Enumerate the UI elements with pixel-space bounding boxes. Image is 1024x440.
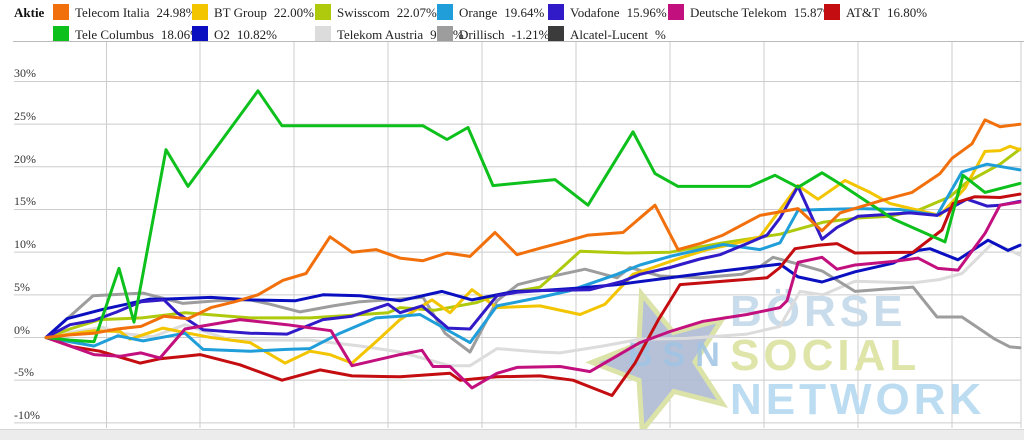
legend-label: AT&T 16.80% bbox=[846, 5, 928, 20]
series-line-att bbox=[44, 192, 1022, 397]
legend-label: Deutsche Telekom 15.87% bbox=[690, 5, 834, 20]
y-axis-label--10%: -10% bbox=[14, 407, 40, 422]
legend-swatch-telecom-italia bbox=[53, 4, 69, 20]
x-axis-strip bbox=[0, 429, 1024, 440]
legend-label: Telecom Italia 24.98% bbox=[75, 5, 197, 20]
legend-label: Tele Columbus 18.06% bbox=[75, 27, 201, 42]
bsn-star-watermark-icon bbox=[585, 287, 729, 438]
y-axis-label-5%: 5% bbox=[14, 279, 30, 294]
legend-swatch-alcatel-lucent bbox=[548, 26, 564, 42]
series-line-orange bbox=[44, 162, 1022, 353]
legend-swatch-o2 bbox=[192, 26, 208, 42]
series-lines bbox=[44, 89, 1022, 397]
y-axis-label--5%: -5% bbox=[14, 365, 34, 380]
legend-title: Aktie bbox=[14, 5, 45, 20]
legend-label: BT Group 22.00% bbox=[214, 5, 314, 20]
y-axis-label-10%: 10% bbox=[14, 237, 36, 252]
legend-swatch-drillisch bbox=[437, 26, 453, 42]
legend-label: Swisscom 22.07% bbox=[337, 5, 437, 20]
legend-swatch-telekom-austria bbox=[315, 26, 331, 42]
legend-label: Orange 19.64% bbox=[459, 5, 545, 20]
legend-swatch-orange bbox=[437, 4, 453, 20]
legend-label: Drillisch -1.21% bbox=[459, 27, 550, 42]
y-axis-label-25%: 25% bbox=[14, 109, 36, 124]
legend-swatch-att bbox=[824, 4, 840, 20]
legend-separator bbox=[13, 41, 1024, 42]
legend-label: Alcatel-Lucent% bbox=[570, 27, 666, 42]
watermark-network-text: NETWORK bbox=[730, 375, 985, 424]
legend-swatch-swisscom bbox=[315, 4, 331, 20]
legend-swatch-bt-group bbox=[192, 4, 208, 20]
y-axis-label-15%: 15% bbox=[14, 194, 36, 209]
legend-swatch-deutsche-telekom bbox=[668, 4, 684, 20]
y-axis-label-0%: 0% bbox=[14, 322, 30, 337]
series-line-deutsche-telekom bbox=[44, 200, 1022, 390]
chart-legend: Aktie Telecom Italia 24.98% BT Group 22.00%… bbox=[0, 0, 1024, 42]
series-line-telecom-italia bbox=[44, 118, 1022, 339]
legend-swatch-vodafone bbox=[548, 4, 564, 20]
watermark-social-text: SOCIAL bbox=[730, 331, 920, 380]
legend-swatch-tele-columbus bbox=[53, 26, 69, 42]
legend-label: Vodafone 15.96% bbox=[570, 5, 667, 20]
y-axis-label-20%: 20% bbox=[14, 151, 36, 166]
legend-label: O2 10.82% bbox=[214, 27, 277, 42]
y-axis-label-30%: 30% bbox=[14, 66, 36, 81]
